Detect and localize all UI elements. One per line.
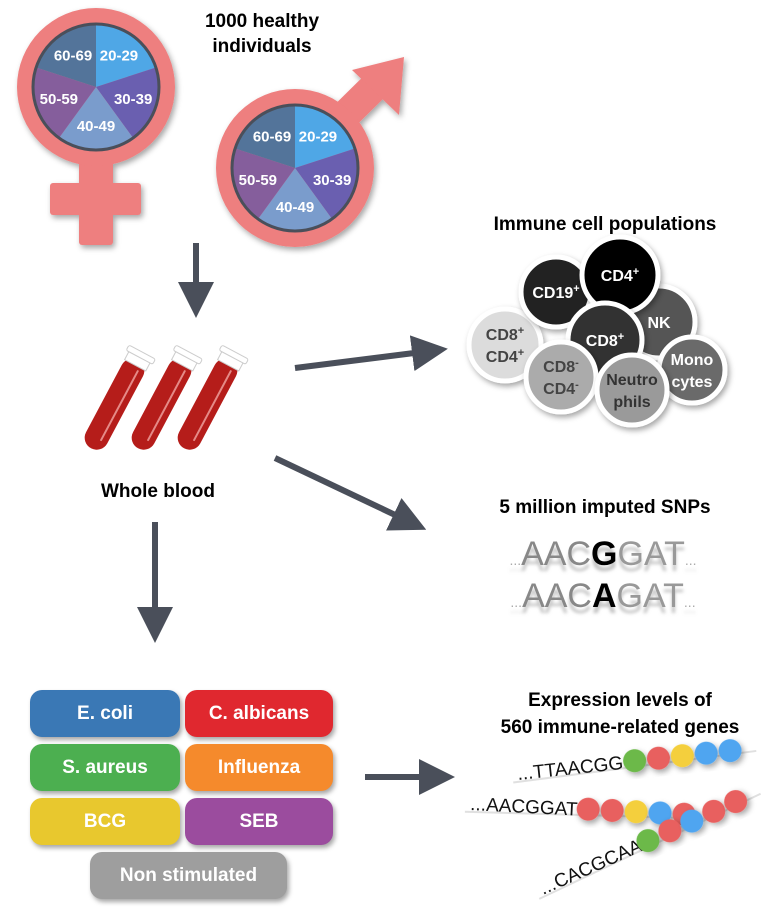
blood-tube-icon <box>177 345 249 450</box>
cell-cd8-cd4: CD8+ CD4+ <box>466 306 544 384</box>
stimulus-bcg: BCG <box>30 798 180 845</box>
snp-sequence: ...AACGGAT... <box>509 535 696 573</box>
stimulus-label: S. aureus <box>62 756 148 778</box>
female-age-label: 50-59 <box>40 91 78 108</box>
male-age-label: 50-59 <box>239 172 277 189</box>
male-age-label: 40-49 <box>276 199 314 216</box>
cell-label: CD8+ <box>486 325 524 344</box>
bead-blue <box>718 739 742 763</box>
whole-blood-label: Whole blood <box>101 481 215 502</box>
female-age-slice-20-29 <box>96 24 156 87</box>
blood-tube-icon <box>131 345 203 450</box>
male-age-slice-20-29 <box>295 105 355 168</box>
gene-strands: ...TTAACGG ...AACGGAT ...CACGCAA <box>464 739 762 900</box>
blood-tubes-icon <box>84 345 249 450</box>
arrow-blood-to-snps <box>273 455 427 531</box>
female-age-label: 60-69 <box>54 47 92 64</box>
bead-green <box>636 829 660 853</box>
bead-red <box>658 819 682 843</box>
cell-label: CD8+ <box>586 331 624 350</box>
cell-label: cytes <box>672 374 713 391</box>
stimulus-influenza: Influenza <box>185 744 333 791</box>
gene-strand: ...TTAACGG <box>513 739 757 785</box>
male-age-label: 20-29 <box>299 128 337 145</box>
male-age-slice-60-69 <box>235 105 295 168</box>
stimulus-label: C. albicans <box>208 702 310 724</box>
stimulus-e-coli: E. coli <box>30 690 180 737</box>
stimulus-label: SEB <box>239 810 279 832</box>
cell-label: CD4+ <box>486 347 524 366</box>
stimulus-non-stimulated: Non stimulated <box>90 852 287 899</box>
stimulus-label: E. coli <box>77 702 133 724</box>
female-age-label: 40-49 <box>77 118 115 135</box>
bead-red <box>646 746 670 770</box>
bead-red <box>576 797 600 821</box>
cell-label: NK <box>647 315 671 332</box>
gene-sequence: ...AACGGAT <box>470 794 579 821</box>
cell-label: CD4+ <box>601 266 639 285</box>
male-age-label: 60-69 <box>253 128 291 145</box>
male-age-pie: 20-29 30-39 40-49 50-59 60-69 <box>230 103 360 233</box>
bead-red <box>702 799 726 823</box>
title-line-1: 1000 healthy <box>205 11 319 32</box>
cell-label: CD4- <box>543 379 579 398</box>
stimulus-label: Influenza <box>217 756 301 778</box>
gene-sequence: ...CACGCAA <box>536 836 645 900</box>
snp-sequences: ...AACGGAT... ...AACAGAT... <box>509 535 696 615</box>
cell-cd8-cd4: CD8- CD4- <box>523 339 599 415</box>
stimulus-seb: SEB <box>185 798 333 845</box>
female-age-slice-60-69 <box>36 24 96 87</box>
bead-blue <box>648 801 672 825</box>
blood-tube-icon <box>84 345 156 450</box>
cell-neutro-phils: Neutro phils <box>594 352 670 428</box>
gene-sequence: ...TTAACGG <box>516 753 624 785</box>
cell-label: CD19+ <box>532 283 579 302</box>
bead-green <box>623 749 647 773</box>
snp-sequence: ...AACAGAT... <box>510 577 695 615</box>
female-age-label: 20-29 <box>100 47 138 64</box>
female-age-slice-40-49 <box>58 87 134 150</box>
male-age-slice-50-59 <box>232 148 295 219</box>
stimulus-label: BCG <box>83 810 127 832</box>
cell-label: phils <box>613 394 650 411</box>
bead-red <box>724 790 748 814</box>
male-age-label: 30-39 <box>313 172 351 189</box>
stimulus-c-albicans: C. albicans <box>185 690 333 737</box>
cell-label: Mono <box>671 352 714 369</box>
expression-title-line-2: 560 immune-related genes <box>501 717 740 738</box>
immune-cells: CD8+ CD4+ CD19+ NK CD4+ CD8+ CD8- CD4- Mono cytes… <box>466 234 728 428</box>
bead-blue <box>694 741 718 765</box>
title-line-2: individuals <box>212 36 311 57</box>
male-age-slice-30-39 <box>295 148 358 219</box>
cell-label: Neutro <box>606 372 658 389</box>
immune-title: Immune cell populations <box>494 214 717 235</box>
expression-title-line-1: Expression levels of <box>528 690 712 711</box>
stimulus-s-aureus: S. aureus <box>30 744 180 791</box>
arrow-blood-to-cells <box>294 335 448 372</box>
female-age-slice-30-39 <box>96 67 159 138</box>
cell-label: CD8- <box>543 357 579 376</box>
stimulus-label: Non stimulated <box>119 864 258 886</box>
bead-yellow <box>670 744 694 768</box>
female-age-slice-50-59 <box>33 67 96 138</box>
female-age-label: 30-39 <box>114 91 152 108</box>
bead-red <box>600 798 624 822</box>
bead-blue <box>680 809 704 833</box>
male-age-slice-40-49 <box>257 168 333 232</box>
cell-cd4: CD4+ <box>579 234 661 316</box>
bead-yellow <box>624 800 648 824</box>
snp-title: 5 million imputed SNPs <box>499 497 710 518</box>
female-age-pie: 20-29 30-39 40-49 50-59 60-69 <box>31 22 161 152</box>
